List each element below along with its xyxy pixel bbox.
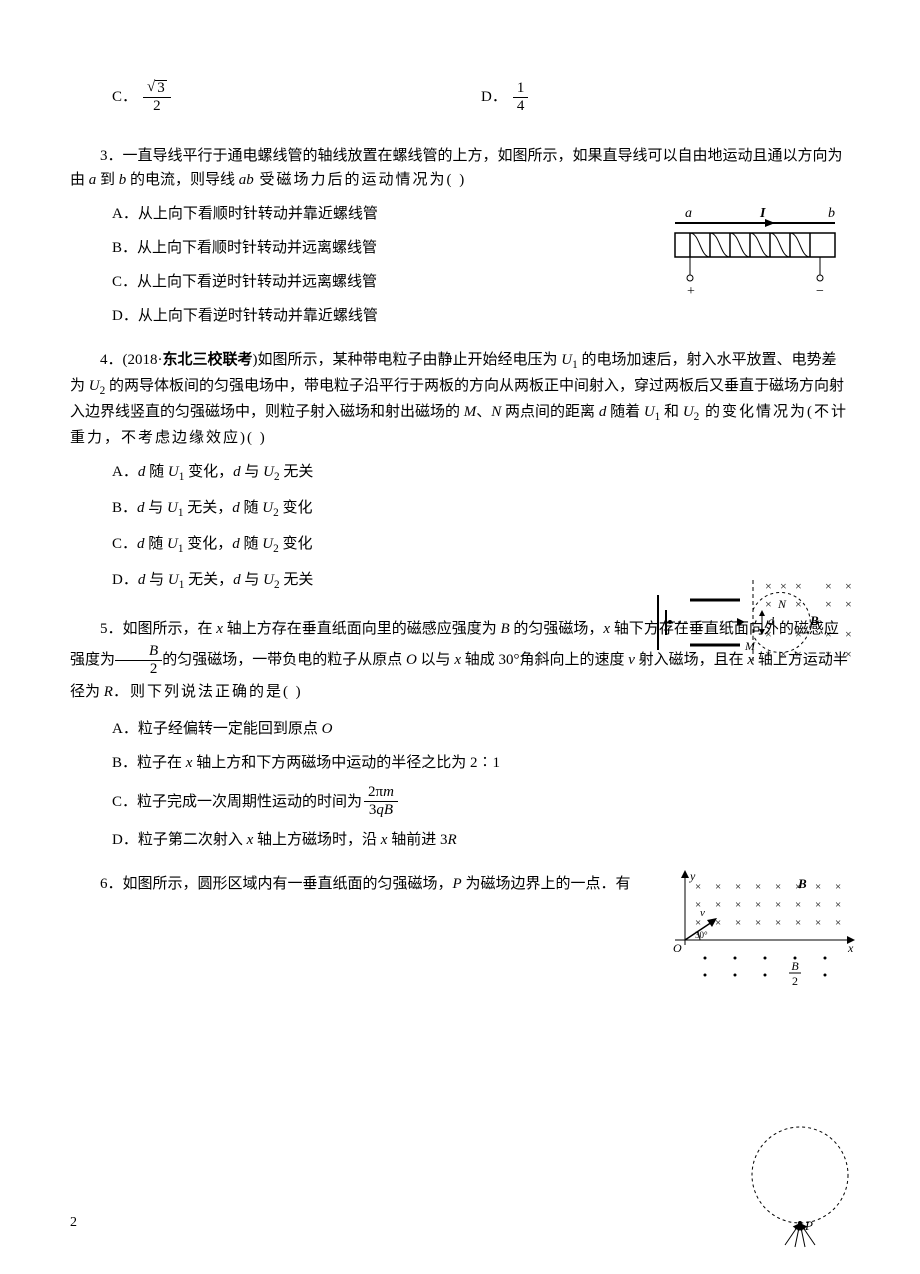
q4-stem: 4．(2018·东北三校联考)如图所示，某种带电粒子由静止开始经电压为 U1 的… xyxy=(70,348,850,450)
svg-text:×: × xyxy=(825,627,832,641)
svg-text:2: 2 xyxy=(792,974,798,988)
svg-text:×: × xyxy=(780,579,787,593)
svg-text:a: a xyxy=(685,206,692,221)
svg-text:B: B xyxy=(797,876,807,891)
page-container: C． √3 2 D． 1 4 3．一直导线平行于通电螺线管的轴线放置在螺线管的上… xyxy=(0,0,920,1274)
svg-text:B: B xyxy=(791,959,799,973)
svg-text:×: × xyxy=(735,917,741,929)
svg-text:×: × xyxy=(825,579,832,593)
svg-text:×: × xyxy=(845,579,852,593)
svg-text:×: × xyxy=(765,647,772,661)
svg-text:×: × xyxy=(735,899,741,911)
svg-text:×: × xyxy=(835,917,841,929)
svg-text:30°: 30° xyxy=(695,930,708,940)
svg-text:×: × xyxy=(775,917,781,929)
q2-option-D: D． 1 4 xyxy=(481,80,850,114)
q2-options: C． √3 2 D． 1 4 xyxy=(112,80,850,114)
svg-text:×: × xyxy=(775,899,781,911)
q2-D-fraction: 1 4 xyxy=(513,81,529,114)
svg-text:×: × xyxy=(845,627,852,641)
svg-text:×: × xyxy=(795,597,802,611)
q6-figure: P xyxy=(740,1120,860,1250)
page-number: 2 xyxy=(70,1212,77,1234)
svg-text:×: × xyxy=(815,881,821,893)
svg-text:×: × xyxy=(775,881,781,893)
q3-figure: a I b + − xyxy=(660,205,850,300)
q2-D-label: D． xyxy=(481,85,507,109)
svg-text:−: − xyxy=(816,284,824,299)
q5-option-A: A．粒子经偏转一定能回到原点 O xyxy=(112,717,850,741)
q5-option-B: B．粒子在 x 轴上方和下方两磁场中运动的半径之比为 2∶1 xyxy=(112,751,850,775)
q5-figure: y x O ×××××××× ×××××××× ×××××××× B B 2 v xyxy=(650,870,860,1000)
q5-option-C: C．粒子完成一次周期性运动的时间为 2πm 3qB xyxy=(112,785,850,818)
svg-text:M: M xyxy=(744,639,756,653)
svg-text:×: × xyxy=(780,647,787,661)
svg-text:×: × xyxy=(735,881,741,893)
svg-text:×: × xyxy=(815,917,821,929)
svg-text:x: x xyxy=(847,941,854,955)
svg-text:×: × xyxy=(815,899,821,911)
svg-text:×: × xyxy=(715,899,721,911)
svg-text:×: × xyxy=(765,597,772,611)
svg-text:×: × xyxy=(755,881,761,893)
svg-text:×: × xyxy=(835,881,841,893)
svg-text:v: v xyxy=(700,907,705,919)
svg-text:×: × xyxy=(795,917,801,929)
svg-text:+: + xyxy=(687,284,695,299)
q3-stem: 3．一直导线平行于通电螺线管的轴线放置在螺线管的上方，如图所示，如果直导线可以自… xyxy=(70,144,850,192)
svg-text:×: × xyxy=(765,627,772,641)
q4-option-C: C．d 随 U1 变化，d 随 U2 变化 xyxy=(112,532,850,558)
q3: 3．一直导线平行于通电螺线管的轴线放置在螺线管的上方，如图所示，如果直导线可以自… xyxy=(70,144,850,328)
q4-figure: × × × × × × × × × × × × × × × × × × N B d M xyxy=(650,575,860,670)
svg-text:×: × xyxy=(825,597,832,611)
svg-text:×: × xyxy=(795,579,802,593)
svg-text:×: × xyxy=(695,881,701,893)
q2-option-C: C． √3 2 xyxy=(112,80,481,114)
q4-option-B: B．d 与 U1 无关，d 随 U2 变化 xyxy=(112,496,850,522)
q4: 4．(2018·东北三校联考)如图所示，某种带电粒子由静止开始经电压为 U1 的… xyxy=(70,348,850,594)
svg-text:N: N xyxy=(777,597,787,611)
svg-text:b: b xyxy=(828,206,835,221)
svg-text:B: B xyxy=(809,613,819,628)
svg-text:I: I xyxy=(759,206,766,221)
svg-text:×: × xyxy=(795,899,801,911)
svg-text:×: × xyxy=(755,917,761,929)
svg-text:×: × xyxy=(845,597,852,611)
svg-text:×: × xyxy=(825,647,832,661)
svg-text:×: × xyxy=(835,899,841,911)
svg-text:×: × xyxy=(755,899,761,911)
svg-text:×: × xyxy=(795,627,802,641)
q3-option-D: D．从上向下看逆时针转动并靠近螺线管 xyxy=(112,304,850,328)
svg-text:O: O xyxy=(673,941,682,955)
svg-text:×: × xyxy=(795,647,802,661)
q5-option-D: D．粒子第二次射入 x 轴上方磁场时，沿 x 轴前进 3R xyxy=(112,828,850,852)
svg-text:d: d xyxy=(768,614,775,628)
svg-text:×: × xyxy=(845,647,852,661)
q2-C-label: C． xyxy=(112,85,137,109)
q2-C-fraction: √3 2 xyxy=(143,80,171,114)
svg-text:×: × xyxy=(715,881,721,893)
svg-text:×: × xyxy=(765,579,772,593)
q4-option-A: A．d 随 U1 变化，d 与 U2 无关 xyxy=(112,460,850,486)
